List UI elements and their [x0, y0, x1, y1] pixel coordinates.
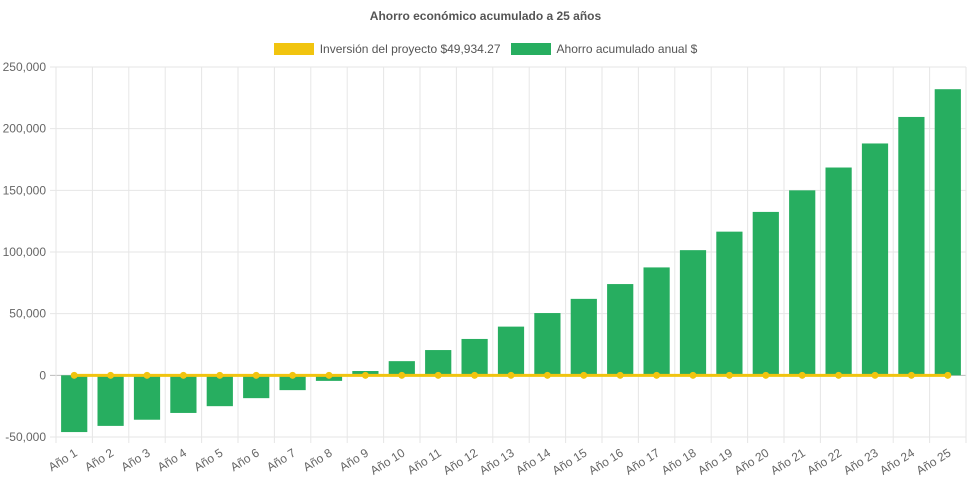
x-tick-label: Año 19: [695, 446, 735, 478]
investment-point: [289, 371, 297, 379]
investment-point: [835, 371, 843, 379]
x-tick-label: Año 4: [155, 445, 189, 474]
x-tick-label: Año 1: [46, 445, 80, 474]
investment-point: [907, 371, 915, 379]
bar: [133, 375, 161, 420]
x-tick-label: Año 18: [659, 446, 699, 478]
investment-point: [179, 371, 187, 379]
bar: [461, 338, 488, 376]
investment-point: [325, 371, 333, 379]
investment-point: [507, 371, 515, 379]
x-tick-label: Año 8: [301, 445, 335, 474]
investment-point: [107, 371, 115, 379]
bar: [279, 375, 306, 391]
investment-point: [653, 371, 661, 379]
investment-point: [762, 371, 770, 379]
investment-point: [871, 371, 879, 379]
x-tick-label: Año 16: [586, 446, 626, 478]
y-tick-label: 0: [39, 368, 46, 382]
y-tick-label: 50,000: [9, 307, 46, 321]
investment-point: [689, 371, 697, 379]
bar: [97, 375, 124, 426]
bar: [934, 89, 961, 376]
x-tick-label: Año 25: [914, 446, 954, 478]
bar: [898, 116, 925, 376]
x-tick-label: Año 12: [441, 446, 481, 478]
bar: [206, 375, 233, 407]
x-tick-label: Año 21: [768, 446, 808, 478]
bar: [425, 350, 452, 376]
bar: [243, 375, 270, 399]
x-tick-label: Año 5: [191, 445, 225, 474]
bar: [716, 231, 743, 376]
chart-title: Ahorro económico acumulado a 25 años: [369, 9, 602, 23]
bar: [497, 326, 525, 376]
x-tick-label: Año 9: [337, 445, 371, 474]
x-tick-label: Año 11: [405, 446, 444, 478]
investment-point: [70, 371, 78, 379]
y-tick-label: 200,000: [3, 122, 47, 136]
legend-label-investment: Inversión del proyecto $49,934.27: [319, 42, 501, 56]
legend-item-investment[interactable]: Inversión del proyecto $49,934.27: [273, 42, 501, 56]
bar: [752, 211, 779, 376]
x-tick-label: Año 7: [264, 445, 298, 474]
investment-point: [143, 371, 151, 379]
investment-point: [543, 371, 551, 379]
y-tick-label: -50,000: [5, 430, 46, 444]
x-tick-label: Año 3: [119, 445, 153, 474]
x-tick-label: Año 22: [805, 446, 845, 478]
investment-point: [398, 371, 406, 379]
x-tick-label: Año 20: [732, 446, 772, 478]
legend-item-savings[interactable]: Ahorro acumulado anual $: [510, 42, 698, 56]
x-tick-label: Año 13: [477, 446, 517, 478]
investment-point: [434, 371, 442, 379]
x-tick-label: Año 14: [513, 446, 553, 478]
investment-point: [725, 371, 733, 379]
investment-point: [361, 371, 369, 379]
x-tick-label: Año 10: [368, 446, 408, 478]
investment-point: [798, 371, 806, 379]
bar: [388, 361, 415, 376]
x-tick-label: Año 15: [550, 446, 590, 478]
bar: [643, 267, 670, 376]
x-tick-label: Año 17: [623, 446, 663, 478]
y-tick-label: 150,000: [3, 183, 47, 197]
investment-point: [616, 371, 624, 379]
investment-point: [216, 371, 224, 379]
legend-label-savings: Ahorro acumulado anual $: [556, 42, 698, 56]
investment-point: [944, 371, 952, 379]
bar: [679, 250, 707, 376]
investment-point: [471, 371, 479, 379]
x-tick-label: Año 6: [228, 445, 262, 474]
x-tick-label: Año 2: [82, 445, 116, 474]
investment-point: [252, 371, 260, 379]
x-tick-label: Año 24: [877, 446, 917, 478]
legend: Inversión del proyecto $49,934.27 Ahorro…: [0, 42, 971, 56]
y-tick-label: 250,000: [3, 60, 47, 74]
bar: [61, 375, 88, 433]
investment-point: [580, 371, 588, 379]
bar: [607, 284, 634, 376]
y-tick-label: 100,000: [3, 245, 47, 259]
bar: [825, 167, 852, 376]
bar: [534, 313, 561, 376]
bar: [170, 375, 197, 413]
legend-swatch-savings: [510, 43, 551, 55]
bar: [789, 190, 816, 376]
legend-swatch-investment: [273, 43, 314, 55]
bar: [570, 298, 597, 376]
bar: [861, 143, 889, 376]
x-tick-label: Año 23: [841, 446, 881, 478]
